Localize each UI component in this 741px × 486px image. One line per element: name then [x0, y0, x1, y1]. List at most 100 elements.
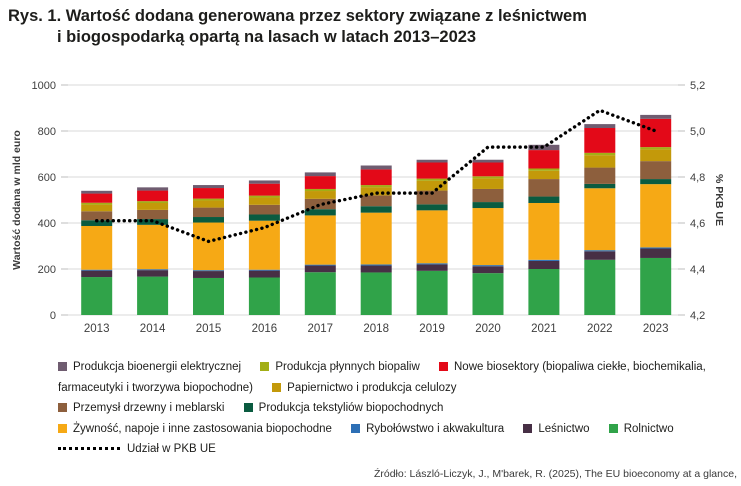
bar-segment-biopaliwa [193, 198, 224, 201]
bar-segment-drzewny [416, 190, 448, 205]
legend-label-bioenergia: Produkcja bioenergii elektrycznej [73, 361, 242, 373]
bar-segment-rolnictwo [584, 259, 616, 315]
right-axis-tick-label: 4,8 [690, 172, 705, 184]
bar-segment-rybolowstwo [193, 270, 224, 272]
chart-svg: 0 4,2 200 4,4 400 4,6 600 4,8 800 5,0 1000 5,2 2013 2… [11, 80, 725, 335]
bar-segment-biopaliwa [640, 147, 672, 150]
bar-segment-papiernictwo [193, 200, 224, 208]
left-axis-tick-label: 200 [38, 264, 56, 276]
left-axis-title: Wartość dodana w mld euro [11, 130, 23, 270]
legend-item-rybolowstwo: Rybołówstwo i akwakultura [351, 423, 504, 435]
bar-segment-rybolowstwo [248, 269, 280, 271]
bar-segment-papiernictwo [137, 202, 169, 210]
bar-segment-nowe-biosektory [304, 176, 336, 189]
x-axis-label-2018: 2018 [363, 323, 389, 335]
bar-segment-rybolowstwo [584, 250, 616, 252]
bar-segment-drzewny [472, 188, 504, 203]
bar-segment-biopaliwa [360, 185, 392, 188]
bar-segment-lesnictwo [304, 265, 336, 273]
x-axis-label-2020: 2020 [475, 323, 501, 335]
bar-segment-nowe-biosektory [360, 169, 392, 186]
legend-item-biopaliwa: Produkcja płynnych biopaliw [260, 361, 420, 373]
bar-segment-zywnosc [81, 225, 113, 270]
bar-segment-bioenergia [360, 165, 392, 170]
right-axis-tick-label: 5,0 [690, 126, 705, 138]
bar-segment-rolnictwo [137, 276, 169, 315]
bar-segment-drzewny [304, 198, 336, 210]
bar-segment-lesnictwo [472, 266, 504, 274]
bar-segment-bioenergia [416, 159, 448, 163]
source-citation: Źródło: László-Liczyk, J., M'barek, R. (… [373, 468, 737, 480]
bar-segment-lesnictwo [528, 260, 560, 269]
bar-segment-papiernictwo [304, 191, 336, 199]
bar-segment-drzewny [81, 211, 113, 221]
bar-segment-rybolowstwo [528, 259, 560, 261]
bar-segment-rolnictwo [640, 257, 672, 315]
bar-segment-tekstylia [248, 214, 280, 221]
x-axis-label-2022: 2022 [587, 323, 613, 335]
figure-title-line1: Rys. 1. Wartość dodana generowana przez … [8, 7, 587, 25]
left-axis-tick-label: 800 [38, 126, 56, 138]
bar-segment-biopaliwa [248, 195, 280, 198]
bar-segment-rybolowstwo [360, 264, 392, 266]
bar-segment-zywnosc [137, 224, 169, 270]
bar-segment-drzewny [640, 161, 672, 180]
bar-segment-tekstylia [528, 196, 560, 203]
bar-segment-bioenergia [472, 159, 504, 163]
legend-item-udzial-pkb: Udział w PKB UE [58, 443, 216, 455]
bar-segment-rybolowstwo [137, 269, 169, 271]
bar-segment-lesnictwo [584, 251, 616, 260]
right-axis-title: % PKB UE [713, 174, 725, 226]
legend-item-rolnictwo: Rolnictwo [608, 423, 674, 435]
left-axis-tick-label: 400 [38, 218, 56, 230]
legend-item-nowe-biosektory: Nowe biosektory (biopaliwa ciekłe, bioch… [58, 361, 706, 394]
legend-label-udzial-pkb: Udział w PKB UE [127, 443, 216, 455]
bar-segment-rolnictwo [472, 273, 504, 315]
right-axis-tick-label: 5,2 [690, 80, 705, 92]
legend-swatch-bioenergia [58, 362, 67, 371]
bar-segment-bioenergia [528, 144, 560, 151]
x-axis-label-2016: 2016 [252, 323, 278, 335]
bar-segment-drzewny [137, 209, 169, 220]
bar-segment-papiernictwo [640, 149, 672, 162]
bar-segment-lesnictwo [248, 270, 280, 278]
bar-segment-rolnictwo [193, 277, 224, 315]
bar-segment-tekstylia [584, 183, 616, 189]
bar-segment-papiernictwo [416, 180, 448, 191]
legend-row-1: Produkcja bioenergii elektrycznej Produk… [58, 357, 718, 398]
right-axis-tick-label: 4,6 [690, 218, 705, 230]
legend-row-2: Przemysł drzewny i meblarski Produkcja t… [58, 398, 718, 419]
right-axis-tick-label: 4,4 [690, 264, 705, 276]
legend-item-zywnosc: Żywność, napoje i inne zastosowania biop… [58, 423, 332, 435]
bar-segment-bioenergia [81, 190, 113, 194]
bar-segment-zywnosc [640, 184, 672, 248]
bar-segment-zywnosc [360, 212, 392, 265]
x-axis-label-2013: 2013 [84, 323, 110, 335]
bar-segment-nowe-biosektory [81, 193, 113, 203]
bar-segment-biopaliwa [304, 188, 336, 192]
x-axis-label-2014: 2014 [140, 323, 166, 335]
legend-swatch-lesnictwo [523, 423, 533, 433]
bar-segment-tekstylia [360, 206, 392, 213]
bar-segment-biopaliwa [416, 178, 448, 181]
bar-segment-zywnosc [472, 208, 504, 266]
left-axis-tick-label: 600 [38, 172, 56, 184]
left-axis-tick-label: 1000 [32, 80, 56, 92]
bar-segment-bioenergia [248, 180, 280, 184]
legend-label-zywnosc: Żywność, napoje i inne zastosowania biop… [73, 422, 332, 435]
bar-segment-lesnictwo [193, 271, 224, 278]
x-axis-label-2017: 2017 [308, 323, 334, 335]
bar-segment-lesnictwo [640, 248, 672, 258]
bar-segment-rolnictwo [304, 272, 336, 315]
bar-segment-biopaliwa [81, 202, 113, 205]
bar-segment-tekstylia [304, 209, 336, 216]
bar-segment-papiernictwo [360, 187, 392, 196]
bar-segment-zywnosc [416, 210, 448, 264]
bar-segment-papiernictwo [528, 170, 560, 180]
bar-segment-nowe-biosektory [528, 150, 560, 169]
legend-item-lesnictwo: Leśnictwo [523, 423, 590, 435]
bar-segment-rolnictwo [528, 269, 560, 315]
legend-item-papiernictwo: Papiernictwo i produkcja celulozy [272, 382, 457, 394]
bar-segment-zywnosc [584, 188, 616, 251]
bar-segment-lesnictwo [416, 264, 448, 271]
